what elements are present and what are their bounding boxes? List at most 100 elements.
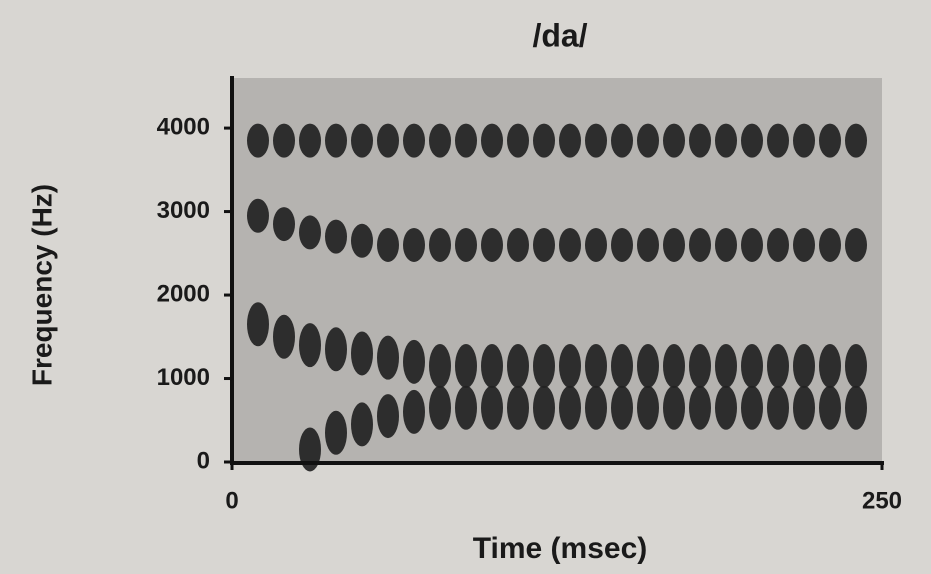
formant-pulse: [377, 335, 399, 380]
formant-pulse: [819, 227, 841, 262]
formant-pulse: [247, 198, 269, 233]
formant-pulse: [481, 385, 503, 430]
formant-pulse: [819, 344, 841, 388]
formant-pulse: [429, 344, 451, 388]
chart-title: /da/: [532, 17, 587, 53]
formant-pulse: [689, 227, 711, 262]
formant-pulse: [325, 327, 347, 372]
x-tick-label: 0: [225, 487, 238, 514]
formant-pulse: [351, 123, 373, 158]
formant-pulse: [351, 402, 373, 447]
formant-pulse: [741, 385, 763, 430]
formant-pulse: [273, 314, 295, 359]
formant-pulse: [611, 385, 633, 430]
formant-pulse: [559, 385, 581, 430]
formant-pulse: [689, 385, 711, 430]
formant-pulse: [325, 410, 347, 455]
formant-pulse: [429, 123, 451, 158]
formant-pulse: [845, 227, 867, 262]
formant-pulse: [429, 227, 451, 262]
formant-pulse: [533, 123, 555, 158]
formant-pulse: [611, 227, 633, 262]
formant-pulse: [299, 323, 321, 368]
formant-pulse: [845, 123, 867, 158]
formant-pulse: [741, 344, 763, 388]
formant-pulse: [793, 385, 815, 430]
formant-pulse: [247, 123, 269, 158]
formant-pulse: [663, 344, 685, 388]
formant-pulse: [377, 123, 399, 158]
formant-pulse: [481, 227, 503, 262]
formant-pulse: [663, 227, 685, 262]
formant-pulse: [299, 427, 321, 472]
formant-pulse: [455, 227, 477, 262]
formant-pulse: [559, 344, 581, 388]
formant-pulse: [637, 344, 659, 388]
formant-pulse: [689, 123, 711, 158]
formant-pulse: [845, 385, 867, 430]
formant-pulse: [429, 385, 451, 430]
x-tick-label: 250: [862, 487, 902, 514]
formant-pulse: [325, 219, 347, 254]
formant-pulse: [507, 227, 529, 262]
formant-pulse: [715, 385, 737, 430]
formant-pulse: [767, 344, 789, 388]
y-axis-label: Frequency (Hz): [26, 184, 57, 386]
formant-pulse: [377, 394, 399, 439]
formant-pulse: [273, 123, 295, 158]
formant-pulse: [533, 385, 555, 430]
formant-pulse: [299, 215, 321, 250]
y-tick-label: 0: [197, 447, 210, 474]
formant-pulse: [559, 227, 581, 262]
formant-pulse: [767, 227, 789, 262]
formant-pulse: [793, 344, 815, 388]
formant-pulse: [845, 344, 867, 388]
formant-pulse: [585, 385, 607, 430]
formant-pulse: [325, 123, 347, 158]
formant-pulse: [585, 227, 607, 262]
formant-pulse: [663, 385, 685, 430]
formant-pulse: [611, 344, 633, 388]
formant-pulse: [715, 344, 737, 388]
formant-pulse: [351, 223, 373, 258]
formant-pulse: [741, 123, 763, 158]
formant-pulse: [741, 227, 763, 262]
formant-pulse: [715, 123, 737, 158]
y-tick-label: 3000: [157, 197, 210, 224]
formant-pulse: [637, 227, 659, 262]
formant-pulse: [611, 123, 633, 158]
formant-pulse: [403, 123, 425, 158]
formant-pulse: [637, 385, 659, 430]
y-tick-label: 2000: [157, 280, 210, 307]
formant-pulse: [507, 344, 529, 388]
formant-pulse: [377, 227, 399, 262]
formant-pulse: [481, 123, 503, 158]
formant-pulse: [663, 123, 685, 158]
formant-pulse: [793, 123, 815, 158]
formant-pulse: [403, 339, 425, 384]
formant-pulse: [403, 227, 425, 262]
formant-pulse: [689, 344, 711, 388]
formant-pulse: [455, 123, 477, 158]
formant-pulse: [455, 344, 477, 388]
formant-pulse: [559, 123, 581, 158]
formant-pulse: [819, 123, 841, 158]
formant-pulse: [507, 385, 529, 430]
formant-pulse: [455, 385, 477, 430]
formant-pulse: [299, 123, 321, 158]
y-tick-label: 4000: [157, 113, 210, 140]
formant-pulse: [793, 227, 815, 262]
formant-pulse: [247, 302, 269, 347]
formant-pulse: [533, 344, 555, 388]
formant-pulse: [533, 227, 555, 262]
formant-pulse: [273, 207, 295, 242]
formant-pulse: [767, 385, 789, 430]
marks: [247, 123, 867, 472]
formant-pulse: [403, 389, 425, 434]
formant-pulse: [481, 344, 503, 388]
y-tick-label: 1000: [157, 364, 210, 391]
formant-pulse: [585, 123, 607, 158]
formant-pulse: [351, 331, 373, 376]
formant-pulse: [585, 344, 607, 388]
